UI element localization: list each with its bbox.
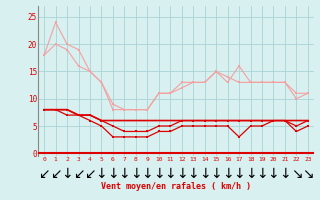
X-axis label: Vent moyen/en rafales ( km/h ): Vent moyen/en rafales ( km/h ) [101,182,251,191]
